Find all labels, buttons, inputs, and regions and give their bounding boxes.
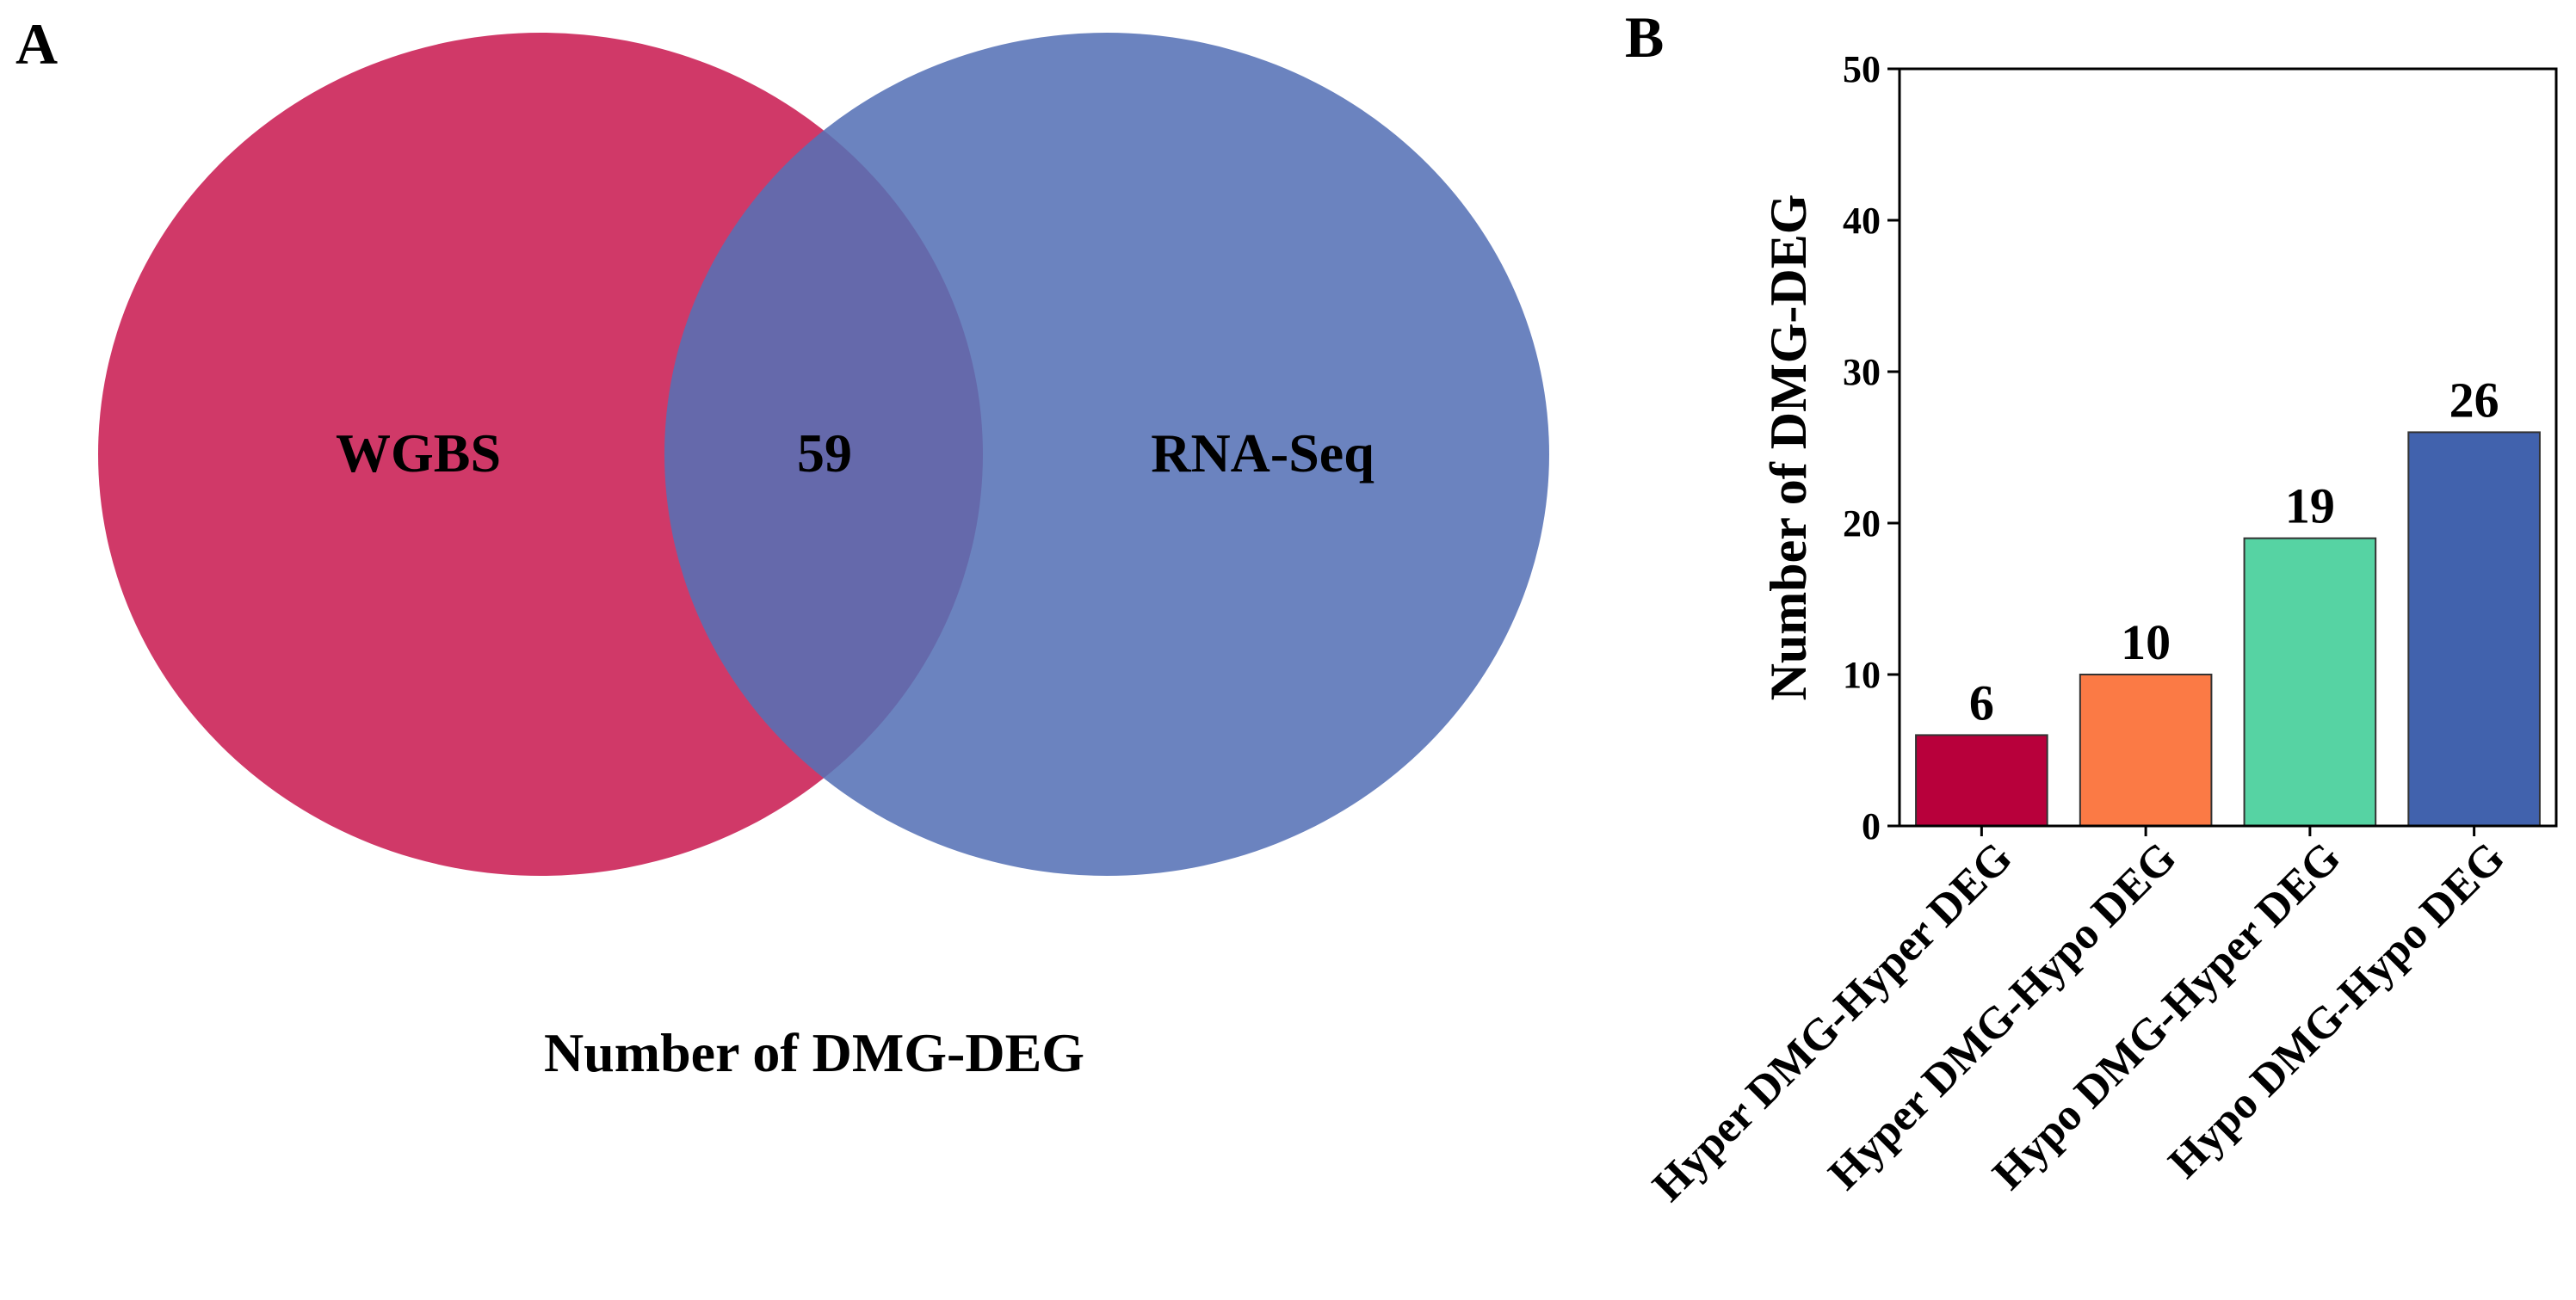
category-label: Hyper DMG-Hypo DEG xyxy=(1819,833,2186,1199)
venn-right-label: RNA-Seq xyxy=(1151,422,1374,484)
y-tick-label: 0 xyxy=(1862,805,1881,847)
y-tick-label: 20 xyxy=(1843,502,1881,545)
bar-value-label: 26 xyxy=(2449,372,2499,428)
y-tick-label: 40 xyxy=(1843,200,1881,242)
venn-panel: A WGBS 59 RNA-Seq Number of DMG-DEG xyxy=(15,11,1549,1083)
bar-value-label: 19 xyxy=(2285,478,2335,534)
venn-circle-rna-seq xyxy=(664,33,1549,876)
panel-a-letter: A xyxy=(15,11,58,77)
category-label: Hypo DMG-Hyper DEG xyxy=(1984,833,2351,1199)
category-label: Hypo DMG-Hypo DEG xyxy=(2159,833,2514,1187)
panel-b-letter: B xyxy=(1625,4,1664,70)
bars xyxy=(1915,431,2541,828)
y-axis-ticks: 0 10 20 30 40 50 xyxy=(1843,48,1900,847)
y-tick-label: 10 xyxy=(1843,654,1881,696)
bar xyxy=(2079,674,2213,827)
bar xyxy=(2407,431,2541,827)
venn-left-label: WGBS xyxy=(336,422,501,484)
bar-value-label: 6 xyxy=(1969,675,1994,730)
plot-frame xyxy=(1898,67,2558,828)
bar xyxy=(1915,734,2048,828)
venn-overlap-value: 59 xyxy=(797,422,852,484)
y-tick-label: 50 xyxy=(1843,48,1881,90)
venn-caption: Number of DMG-DEG xyxy=(544,1022,1084,1083)
bar-value-labels: 6 10 19 26 xyxy=(1969,372,2499,730)
y-tick-label: 30 xyxy=(1843,351,1881,393)
bar xyxy=(2243,537,2377,827)
bar-value-label: 10 xyxy=(2121,614,2171,670)
bar-chart-panel: B 0 10 20 30 40 50 6 10 19 26 Hyper DMG-Hyper DE… xyxy=(1625,4,2558,1211)
y-axis-title: Number of DMG-DEG xyxy=(1760,194,1817,701)
